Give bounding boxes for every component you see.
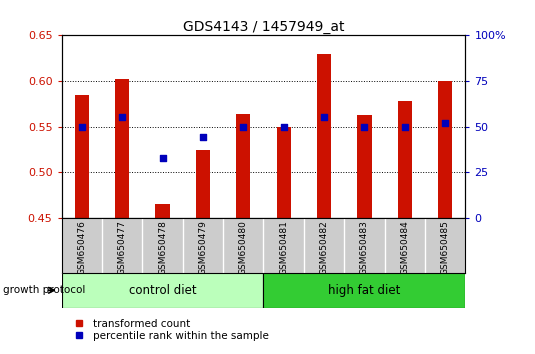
Point (441, 120, 449, 126)
Point (360, 124, 369, 130)
Text: GSM650480: GSM650480 (239, 221, 248, 275)
Bar (236, 114, 250, 354)
Text: control diet: control diet (129, 284, 196, 297)
Text: GSM650483: GSM650483 (360, 221, 369, 275)
Text: GSM650478: GSM650478 (158, 221, 167, 275)
Bar (115, 79, 129, 354)
Point (401, 124, 409, 130)
Text: high fat diet: high fat diet (328, 284, 401, 297)
Text: GSM650484: GSM650484 (400, 221, 409, 275)
Bar (263, 273, 465, 308)
Bar (75, 95, 89, 354)
Point (320, 115, 328, 120)
Text: GSM650477: GSM650477 (118, 221, 127, 275)
Text: GSM650482: GSM650482 (319, 221, 328, 275)
Text: GSM650485: GSM650485 (441, 221, 450, 275)
Point (279, 124, 288, 130)
Text: GSM650481: GSM650481 (279, 221, 288, 275)
Point (118, 115, 126, 120)
Bar (357, 115, 371, 354)
Text: GSM650476: GSM650476 (77, 221, 86, 275)
Bar (196, 150, 210, 354)
Text: GSM650479: GSM650479 (198, 221, 208, 275)
Bar (62, 273, 263, 308)
Legend: transformed count, percentile rank within the sample: transformed count, percentile rank withi… (64, 315, 273, 345)
Point (239, 124, 248, 130)
Point (78, 124, 86, 130)
Bar (156, 204, 170, 354)
Title: GDS4143 / 1457949_at: GDS4143 / 1457949_at (183, 21, 344, 34)
Bar (317, 53, 331, 354)
Bar (277, 126, 291, 354)
Text: growth protocol: growth protocol (3, 285, 85, 295)
Bar (438, 81, 452, 354)
Point (158, 155, 167, 160)
Bar (398, 101, 412, 354)
Point (198, 135, 207, 140)
